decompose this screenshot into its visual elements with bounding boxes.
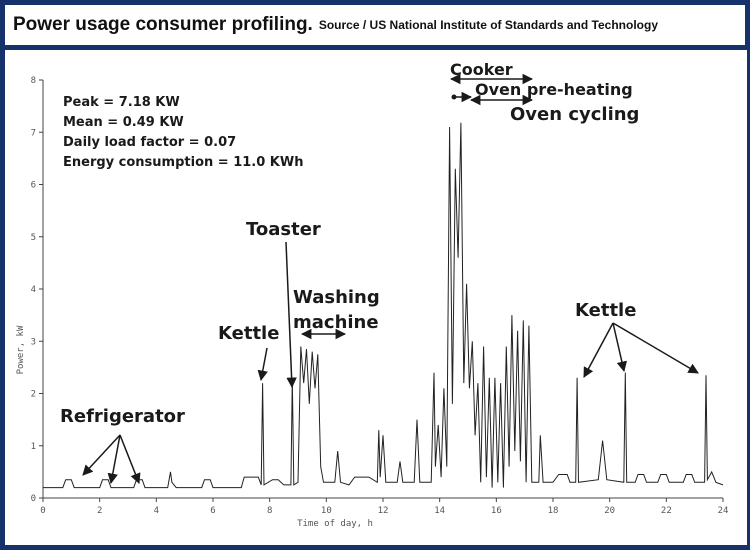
title-bar: Power usage consumer profiling. Source /… [5,5,745,45]
y-tick-label: 7 [31,128,36,138]
stat-energy: Energy consumption = 11.0 KWh [63,155,303,170]
annotation-cooker: Cooker [450,60,513,79]
x-axis-ticks: 0 2 4 6 8 10 12 14 16 18 20 22 24 [40,498,728,516]
annotation-refrigerator: Refrigerator [60,406,185,427]
arrow-kettle-evening-1 [583,322,614,378]
arrow-toaster [285,241,297,389]
annotation-oven-preheating: Oven pre-heating [475,80,633,99]
annotation-washing-machine-line1: Washing [293,287,380,308]
y-tick-label: 6 [31,181,36,191]
x-tick-label: 0 [40,506,45,516]
annotation-washing-machine-line2: machine [293,312,379,333]
x-tick-label: 8 [267,506,272,516]
power-series-line [43,122,724,489]
annotation-kettle-evening: Kettle [575,300,636,321]
x-tick-label: 2 [97,506,102,516]
x-tick-label: 18 [548,506,559,516]
annotation-kettle-morning: Kettle [218,323,279,344]
x-tick-label: 4 [154,506,159,516]
arrow-refrigerator-2 [107,434,121,485]
arrow-kettle-morning [257,347,268,382]
stat-peak: Peak = 7.18 KW [63,95,180,110]
x-tick-label: 12 [378,506,389,516]
arrow-kettle-evening-3 [612,322,699,374]
annotation-toaster: Toaster [246,219,321,240]
arrow-refrigerator-1 [82,434,121,476]
y-tick-label: 8 [31,76,36,86]
x-tick-label: 24 [718,506,729,516]
y-tick-label: 5 [31,233,36,243]
y-tick-label: 4 [31,285,36,295]
source-credit: Source / US National Institute of Standa… [318,18,658,32]
y-tick-label: 3 [31,337,36,347]
annotation-oven-cycling: Oven cycling [510,104,639,125]
y-tick-label: 1 [31,442,36,452]
y-tick-label: 0 [31,494,36,504]
arrow-refrigerator-3 [119,434,141,484]
y-axis-ticks: 0 1 2 3 4 5 6 7 8 [31,76,43,504]
arrow-kettle-evening-2 [612,322,628,373]
x-axis-label: Time of day, h [297,519,373,529]
x-tick-label: 22 [661,506,672,516]
page-title: Power usage consumer profiling. [13,14,313,35]
x-tick-label: 16 [491,506,502,516]
stat-mean: Mean = 0.49 KW [63,115,184,130]
x-tick-label: 6 [210,506,215,516]
x-tick-label: 14 [434,506,445,516]
x-tick-label: 10 [321,506,332,516]
stat-load-factor: Daily load factor = 0.07 [63,135,236,150]
y-axis-label: Power, kW [16,325,26,374]
y-tick-label: 2 [31,390,36,400]
x-tick-label: 20 [604,506,615,516]
